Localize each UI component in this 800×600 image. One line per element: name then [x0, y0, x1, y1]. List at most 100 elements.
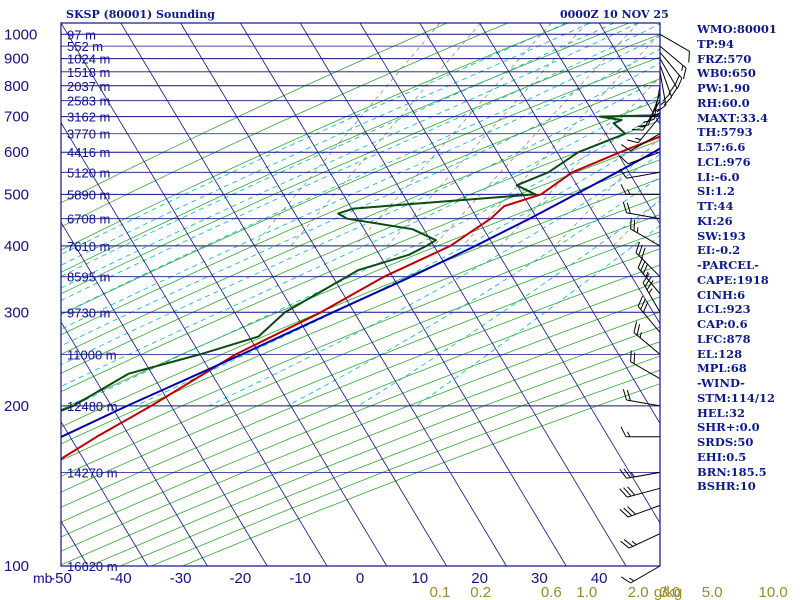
mixing-ratio-line — [354, 23, 552, 247]
height-label: 3162 m — [67, 110, 110, 125]
height-label: 1518 m — [67, 65, 110, 80]
height-label: 3770 m — [67, 127, 110, 142]
dry-adiabat — [61, 196, 660, 445]
pressure-label: 100 — [4, 558, 29, 575]
barb-staff — [626, 171, 661, 179]
index-item: SHR+:0.0 — [697, 420, 760, 435]
pressure-label: 700 — [4, 109, 29, 126]
index-item: TT:44 — [697, 199, 734, 213]
index-item: EI:-0.2 — [697, 243, 741, 258]
dry-adiabat — [61, 23, 630, 273]
temperature-profile — [61, 135, 660, 461]
pressure-label: 600 — [4, 144, 29, 161]
barb-staff — [659, 33, 690, 52]
height-label: 11000 m — [67, 347, 117, 362]
barb-staff — [659, 45, 687, 69]
height-label: 97 m — [67, 27, 96, 42]
profile-lines — [61, 114, 660, 461]
isotherm — [539, 23, 660, 225]
index-item: SW:193 — [697, 228, 746, 243]
barb-staff — [626, 399, 661, 407]
isotherm — [299, 23, 627, 566]
height-label: 552 m — [67, 39, 103, 54]
barb-flag — [619, 469, 627, 479]
mixing-ratio-line — [290, 23, 482, 247]
barb-flag — [630, 350, 632, 362]
wind-barb — [659, 33, 690, 63]
dry-adiabat — [61, 231, 660, 477]
wind-barb — [656, 71, 667, 113]
mixing-ratio-line — [387, 23, 588, 247]
barb-flag — [626, 202, 631, 214]
index-item: MAXT:33.4 — [697, 110, 768, 125]
barb-staff — [630, 228, 661, 247]
barb-half-flag — [660, 100, 666, 106]
dry-adiabat — [61, 23, 569, 251]
barb-staff — [627, 487, 661, 498]
dry-adiabat — [61, 248, 660, 493]
barb-flag — [627, 506, 636, 515]
dry-adiabat — [61, 178, 660, 428]
wind-barb — [627, 116, 661, 144]
index-item: FRZ:570 — [697, 51, 752, 66]
index-item: EL:128 — [697, 346, 743, 361]
height-label: 8595 m — [67, 270, 110, 285]
dry-adiabat — [61, 139, 660, 393]
barb-flag — [670, 87, 678, 98]
barb-staff — [630, 361, 661, 380]
barb-flag — [620, 576, 631, 584]
wind-barb — [620, 426, 660, 438]
dry-adiabat — [61, 23, 508, 228]
barb-flag — [636, 324, 641, 336]
wind-barb — [630, 350, 661, 380]
barb-staff — [659, 58, 678, 89]
index-item: HEL:32 — [697, 405, 745, 420]
barb-flag — [663, 96, 672, 106]
mixing-ratio-unit-label: g/kg — [654, 584, 682, 600]
barb-flag — [640, 260, 646, 272]
temperature-label: -40 — [110, 570, 132, 587]
barb-flag — [620, 184, 627, 195]
barb-flag — [633, 352, 636, 364]
barb-flag — [638, 244, 643, 256]
temperature-label: -10 — [289, 570, 311, 587]
dry-adiabat — [61, 23, 448, 204]
height-label: 7610 m — [67, 239, 110, 254]
index-item: WB0:650 — [697, 66, 756, 81]
temperature-label: -50 — [50, 570, 72, 587]
barb-staff — [659, 64, 673, 98]
pressure-label: 900 — [4, 51, 29, 68]
wind-barb — [620, 133, 661, 152]
barb-half-flag — [630, 472, 635, 478]
barb-flag — [637, 124, 649, 127]
barb-half-flag — [639, 332, 642, 338]
barb-flag — [622, 389, 627, 401]
pressure-label: 800 — [4, 78, 29, 95]
barb-flag — [631, 128, 644, 131]
index-item: BRN:185.5 — [697, 464, 767, 479]
mixing-ratio-line — [462, 33, 660, 247]
index-item: SRDS:50 — [697, 435, 754, 449]
moist-adiabat — [61, 23, 639, 289]
barb-staff — [627, 151, 661, 165]
height-label: 16620 m — [67, 559, 118, 574]
barb-staff — [659, 51, 683, 79]
sounding-title: SKSP (80001) Sounding — [66, 8, 215, 21]
wind-barb — [642, 273, 661, 313]
wind-barb — [619, 468, 661, 479]
wind-barb — [622, 201, 661, 220]
index-item: CAPE:1918 — [697, 272, 769, 287]
wind-barb — [633, 321, 661, 355]
barb-staff — [626, 212, 661, 220]
barb-flag — [623, 468, 631, 478]
moist-adiabat — [61, 62, 660, 347]
isotherm — [120, 23, 447, 566]
barb-flag — [682, 67, 687, 79]
moist-adiabat — [61, 35, 660, 315]
barb-flag — [622, 201, 627, 213]
dry-adiabat — [61, 280, 660, 523]
barb-flag — [688, 51, 690, 63]
barb-half-flag — [629, 577, 635, 582]
index-item: PW:1.90 — [697, 81, 751, 95]
